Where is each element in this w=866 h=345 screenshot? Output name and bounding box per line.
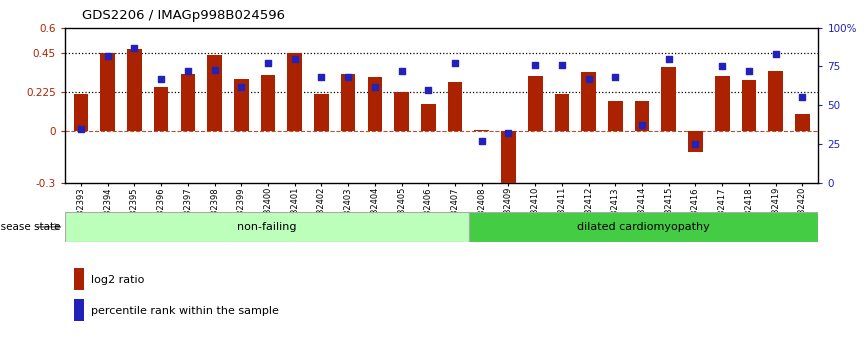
Bar (635, 101, 650, 131)
Point (261, 61, 275, 66)
Point (715, 63, 729, 69)
Bar (394, 92, 409, 131)
Bar (74, 94, 88, 131)
Bar (100, 53, 115, 131)
Bar (154, 87, 169, 131)
Point (395, 68, 409, 74)
Text: dilated cardiomyopathy: dilated cardiomyopathy (577, 222, 710, 232)
Bar (554, 94, 569, 131)
Point (528, 62, 542, 68)
Bar (768, 71, 783, 131)
Text: percentile rank within the sample: percentile rank within the sample (91, 306, 279, 316)
Point (582, 76, 596, 81)
Bar (608, 101, 623, 131)
Point (609, 75, 623, 80)
Bar (288, 53, 302, 131)
Point (208, 67, 222, 72)
Bar (662, 67, 676, 131)
Bar (261, 75, 275, 131)
Bar (74, 268, 85, 290)
Bar (207, 55, 222, 131)
Point (448, 61, 462, 66)
Bar (314, 94, 329, 131)
Bar (65, 212, 469, 241)
Bar (795, 114, 810, 131)
Bar (367, 77, 382, 131)
Point (769, 51, 783, 57)
Point (662, 56, 675, 61)
Bar (475, 130, 489, 131)
Bar (714, 76, 729, 131)
Point (501, 130, 515, 136)
Bar (234, 79, 249, 131)
Bar (74, 299, 85, 321)
Point (181, 68, 195, 74)
Text: non-failing: non-failing (237, 222, 296, 232)
Point (368, 84, 382, 89)
Point (555, 62, 569, 68)
Point (742, 68, 756, 74)
Point (341, 75, 355, 80)
Point (235, 84, 249, 89)
Text: GDS2206 / IMAGp998B024596: GDS2206 / IMAGp998B024596 (82, 9, 285, 22)
Point (688, 141, 702, 147)
Bar (448, 82, 462, 131)
Bar (341, 74, 356, 131)
Bar (688, 131, 703, 152)
Point (475, 138, 488, 144)
Bar (527, 76, 542, 131)
Bar (581, 72, 596, 131)
Bar (469, 212, 818, 241)
Bar (127, 49, 142, 131)
Text: disease state: disease state (0, 222, 61, 232)
Text: log2 ratio: log2 ratio (91, 275, 145, 285)
Point (314, 75, 328, 80)
Bar (741, 80, 756, 131)
Bar (501, 131, 516, 183)
Point (635, 123, 649, 128)
Point (74, 126, 88, 131)
Point (127, 45, 141, 51)
Point (100, 53, 114, 58)
Point (422, 87, 436, 92)
Point (288, 56, 301, 61)
Point (795, 95, 809, 100)
Point (154, 76, 168, 81)
Bar (180, 74, 195, 131)
Bar (421, 104, 436, 131)
